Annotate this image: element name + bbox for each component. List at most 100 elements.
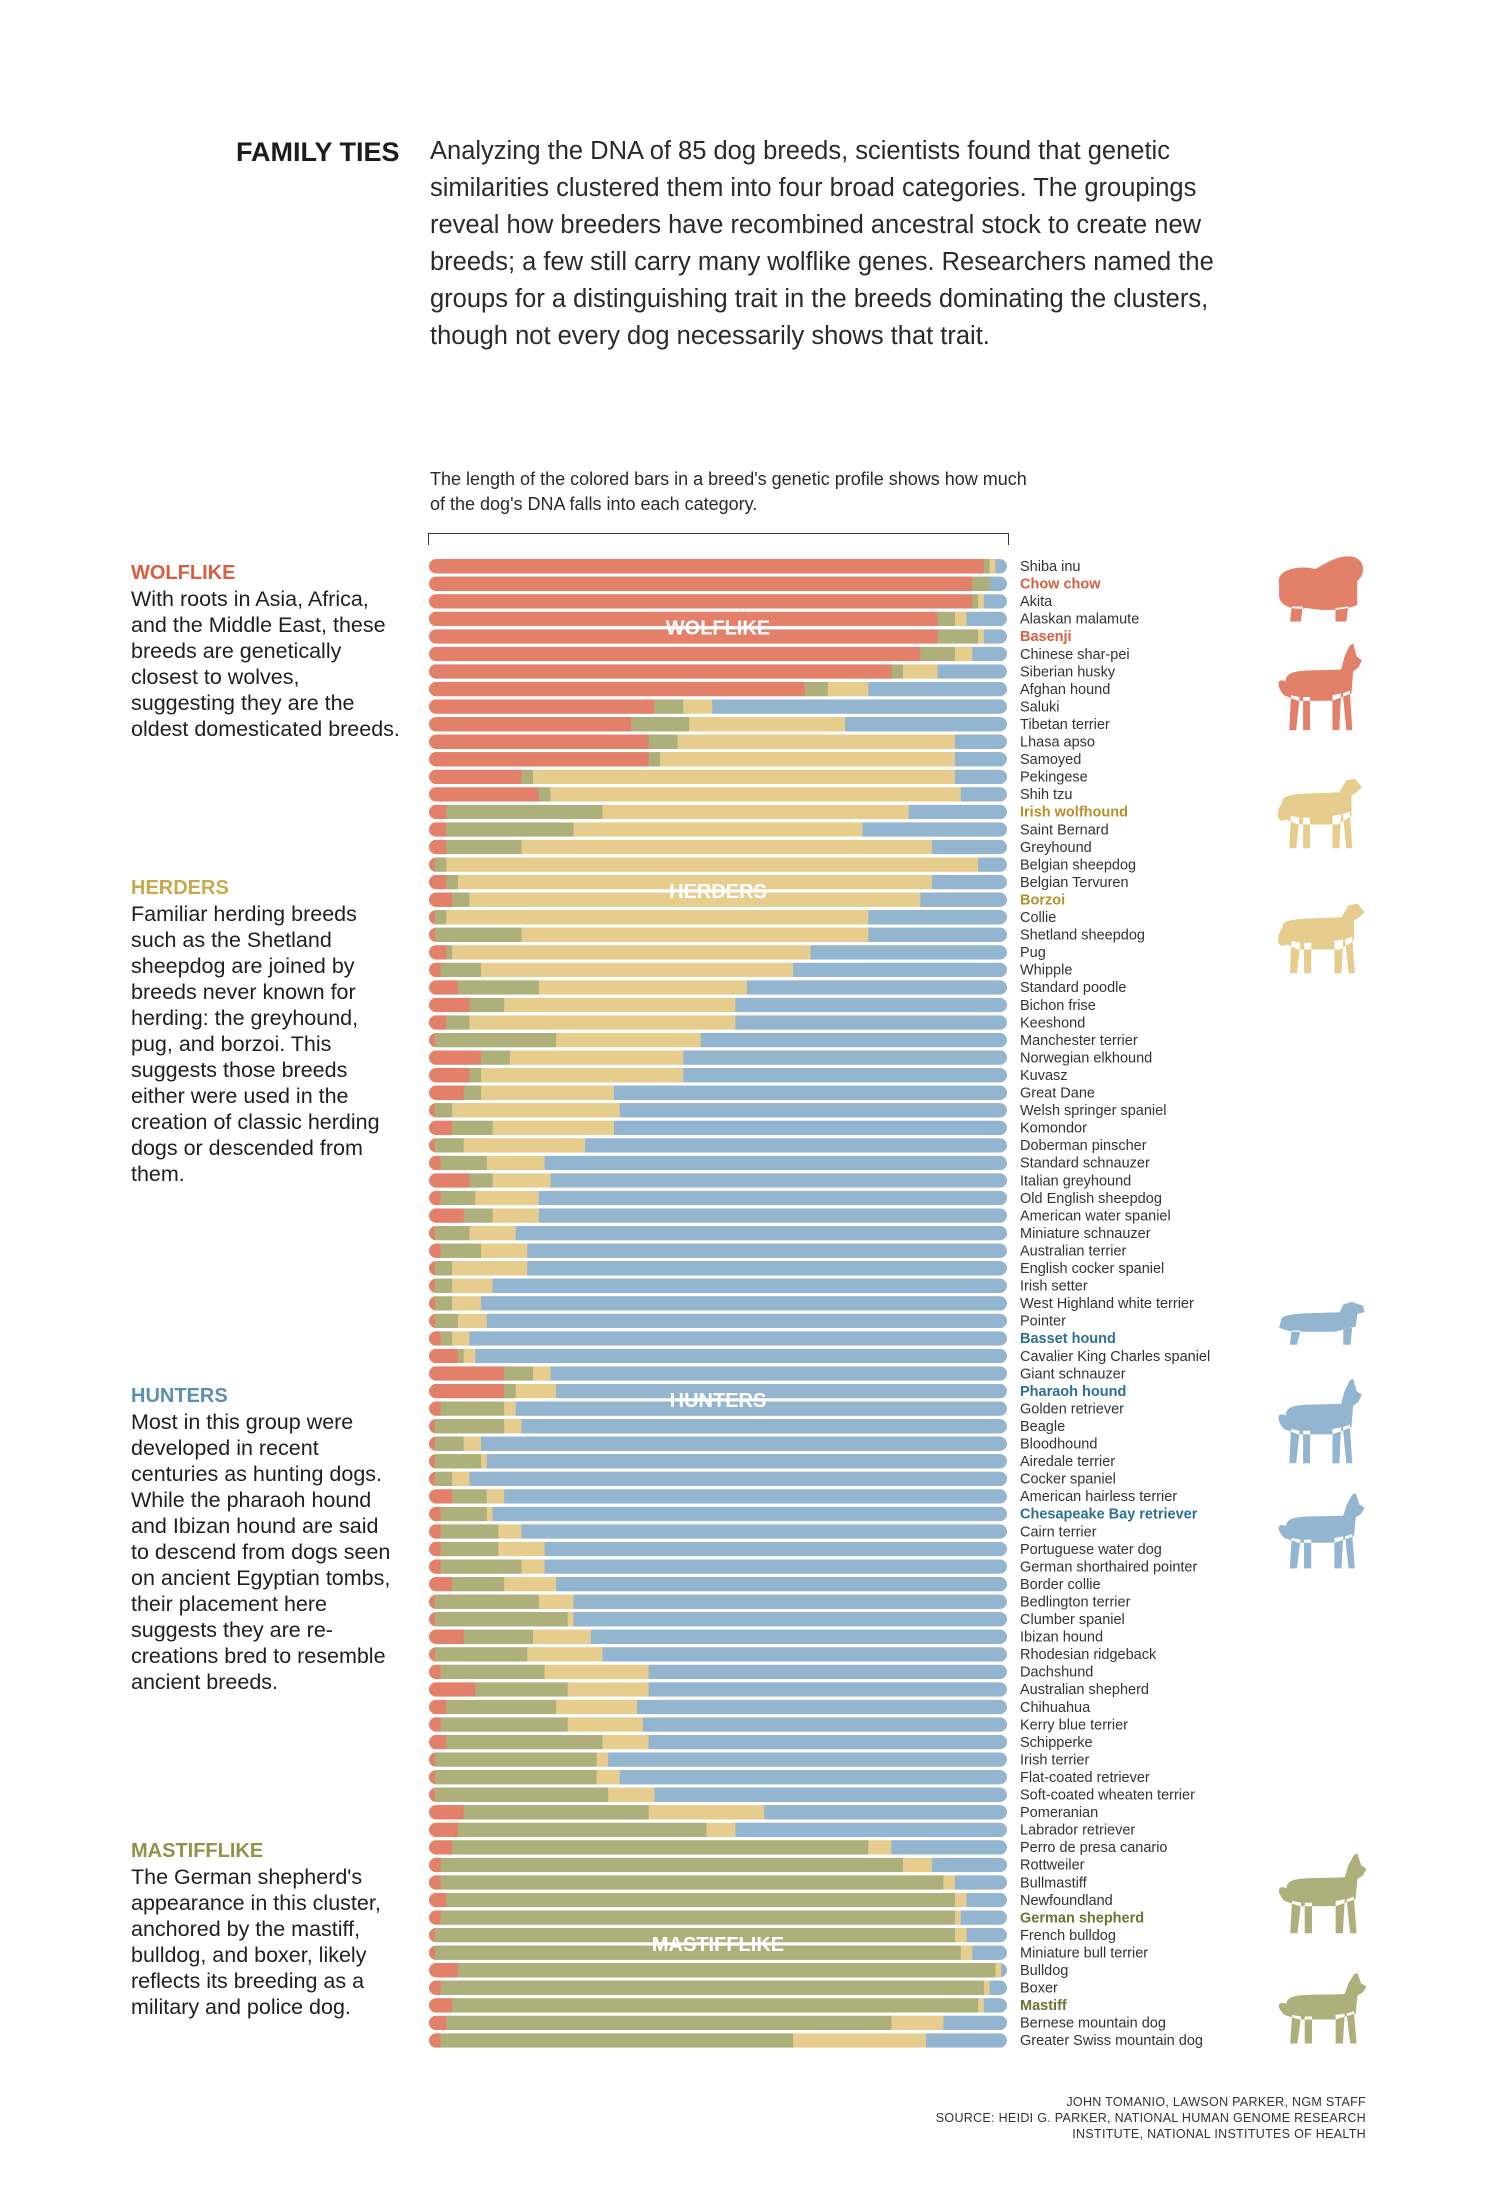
- bar-basenji: [429, 629, 1007, 644]
- hunters-description: HUNTERS Most in this group were develope…: [131, 1383, 401, 1695]
- bar-american-hairless-terrier: [429, 1489, 1007, 1504]
- segment-mastifflike: [434, 1261, 453, 1276]
- bar-portuguese-water-dog: [429, 1541, 1007, 1557]
- breed-label-german-shorthaired-pointer: German shorthaired pointer: [1020, 1559, 1197, 1575]
- breed-label-afghan-hound: Afghan hound: [1020, 682, 1110, 698]
- segment-hunters: [1001, 1963, 1007, 1978]
- segment-hunters: [515, 1401, 1007, 1416]
- bar-greyhound: [429, 839, 1007, 855]
- segment-hunters: [868, 681, 1007, 697]
- segment-wolflike: [429, 611, 939, 627]
- segment-wolflike: [429, 1963, 459, 1978]
- breed-label-keeshond: Keeshond: [1020, 1015, 1085, 1031]
- segment-hunters: [544, 1155, 1007, 1171]
- segment-mastifflike: [452, 892, 470, 907]
- chesapeake-bay-retriever-silhouette-icon: [1278, 1493, 1365, 1569]
- segment-mastifflike: [504, 1383, 517, 1399]
- segment-wolflike: [429, 1155, 441, 1171]
- segment-herders: [943, 1875, 956, 1890]
- wolflike-text: With roots in Asia, Africa, and the Midd…: [131, 587, 400, 741]
- segment-hunters: [515, 1225, 1007, 1241]
- segment-wolflike: [429, 1647, 436, 1662]
- segment-wolflike: [429, 1418, 436, 1434]
- segment-wolflike: [429, 910, 436, 925]
- breed-label-siberian-husky: Siberian husky: [1020, 664, 1116, 680]
- segment-hunters: [486, 1454, 1007, 1469]
- segment-wolflike: [429, 2033, 441, 2048]
- segment-wolflike: [429, 1822, 459, 1838]
- bar-chinese-shar-pei: [429, 646, 1007, 662]
- bar-irish-wolfhound: [429, 804, 1007, 820]
- segment-hunters: [937, 664, 1007, 679]
- bar-perro-de-presa-canario: [429, 1840, 1007, 1855]
- segment-herders: [683, 699, 713, 714]
- segment-mastifflike: [446, 1892, 956, 1908]
- bar-shiba-inu: [429, 559, 1007, 574]
- segment-herders: [608, 1787, 655, 1802]
- segment-herders: [533, 1366, 551, 1381]
- segment-herders: [498, 1541, 545, 1557]
- bar-alaskan-malamute: [429, 611, 1007, 627]
- segment-herders: [556, 1032, 702, 1048]
- segment-mastifflike: [446, 1734, 603, 1750]
- segment-mastifflike: [920, 646, 956, 662]
- segment-hunters: [527, 1261, 1007, 1276]
- segment-mastifflike: [648, 734, 678, 749]
- segment-herders: [533, 769, 956, 785]
- breed-label-pekingese: Pekingese: [1020, 770, 1088, 786]
- segment-mastifflike: [434, 1647, 528, 1662]
- segment-wolflike: [429, 1857, 441, 1873]
- segment-wolflike: [429, 980, 459, 995]
- breed-label-irish-wolfhound: Irish wolfhound: [1020, 805, 1128, 821]
- breed-label-perro-de-presa-canario: Perro de presa canario: [1020, 1840, 1168, 1856]
- segment-wolflike: [429, 1910, 441, 1925]
- bar-boxer: [429, 1980, 1007, 1996]
- breed-label-welsh-springer-spaniel: Welsh springer spaniel: [1020, 1103, 1166, 1119]
- segment-herders: [481, 1243, 528, 1258]
- bar-norwegian-elkhound: [429, 1050, 1007, 1065]
- segment-hunters: [943, 2015, 1007, 2031]
- segment-herders: [677, 734, 956, 749]
- segment-wolflike: [429, 1769, 436, 1785]
- breed-label-giant-schnauzer: Giant schnauzer: [1020, 1366, 1126, 1382]
- segment-herders: [481, 1085, 615, 1100]
- segment-hunters: [954, 752, 1007, 767]
- segment-herders: [533, 1629, 592, 1645]
- breed-label-golden-retriever: Golden retriever: [1020, 1401, 1124, 1417]
- segment-mastifflike: [972, 594, 979, 609]
- segment-herders: [504, 1418, 522, 1434]
- basset-hound-silhouette-icon: [1279, 1301, 1365, 1345]
- segment-hunters: [492, 1278, 1007, 1294]
- segment-mastifflike: [434, 910, 447, 925]
- segment-wolflike: [429, 1805, 465, 1820]
- segment-hunters: [735, 997, 1007, 1013]
- breed-label-great-dane: Great Dane: [1020, 1086, 1095, 1102]
- segment-hunters: [527, 1243, 1007, 1258]
- segment-mastifflike: [446, 804, 603, 820]
- bar-standard-poodle: [429, 980, 1007, 995]
- segment-wolflike: [429, 629, 939, 644]
- bar-shetland-sheepdog: [429, 927, 1007, 943]
- segment-hunters: [683, 1067, 1007, 1083]
- segment-hunters: [960, 1910, 1007, 1925]
- bar-doberman-pinscher: [429, 1138, 1007, 1153]
- segment-hunters: [619, 1769, 1007, 1785]
- breed-label-miniature-bull-terrier: Miniature bull terrier: [1020, 1945, 1148, 1961]
- segment-mastifflike: [504, 1366, 534, 1381]
- segment-hunters: [481, 1436, 1007, 1451]
- herders-title: HERDERS: [131, 877, 229, 899]
- breed-label-standard-schnauzer: Standard schnauzer: [1020, 1156, 1150, 1172]
- segment-wolflike: [429, 752, 650, 767]
- segment-hunters: [654, 1787, 1007, 1802]
- segment-wolflike: [429, 945, 447, 960]
- basenji-silhouette-icon: [1278, 643, 1362, 731]
- segment-wolflike: [429, 1103, 436, 1118]
- segment-herders: [527, 1647, 603, 1662]
- segment-mastifflike: [440, 1541, 499, 1557]
- segment-mastifflike: [452, 1840, 869, 1855]
- mastiff-silhouette-icon: [1278, 1973, 1367, 2044]
- segment-hunters: [908, 804, 1007, 820]
- segment-mastifflike: [440, 1717, 569, 1732]
- segment-wolflike: [429, 1296, 436, 1311]
- segment-hunters: [931, 1857, 1007, 1873]
